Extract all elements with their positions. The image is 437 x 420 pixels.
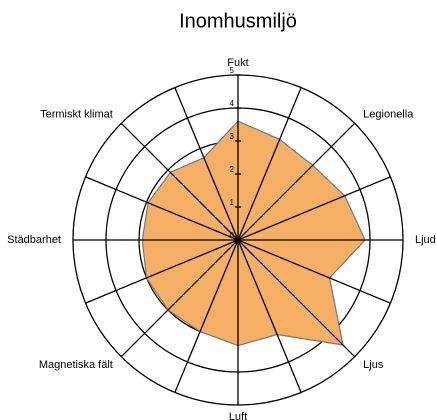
tick-label: 1 (230, 198, 235, 207)
axis-label: Ljud (415, 234, 436, 246)
spoke (120, 239, 239, 358)
spoke (237, 176, 391, 241)
spoke (237, 87, 302, 241)
tick-label: 4 (230, 99, 235, 108)
chart-title: Inomhusmiljö (179, 10, 297, 32)
spoke (174, 87, 239, 241)
axis-label: Ljus (363, 359, 384, 371)
spoke (85, 239, 239, 304)
spoke (85, 176, 239, 241)
spoke (237, 239, 356, 358)
tick-label: 0 (230, 231, 235, 240)
axis-label: Legionella (363, 109, 414, 121)
tick-label: 5 (230, 66, 235, 75)
spoke (237, 239, 391, 304)
spoke (237, 239, 302, 393)
spoke (120, 122, 239, 241)
spoke (237, 122, 356, 241)
tick-label: 2 (230, 165, 235, 174)
axis-label: Termiskt klimat (40, 109, 113, 121)
axis-label: Magnetiska fält (39, 359, 113, 371)
axis-label: Städbarhet (7, 234, 61, 246)
spoke (174, 239, 239, 393)
axis-label: Luft (229, 411, 247, 420)
axis-label: Fukt (227, 57, 248, 69)
tick-label: 3 (230, 132, 235, 141)
